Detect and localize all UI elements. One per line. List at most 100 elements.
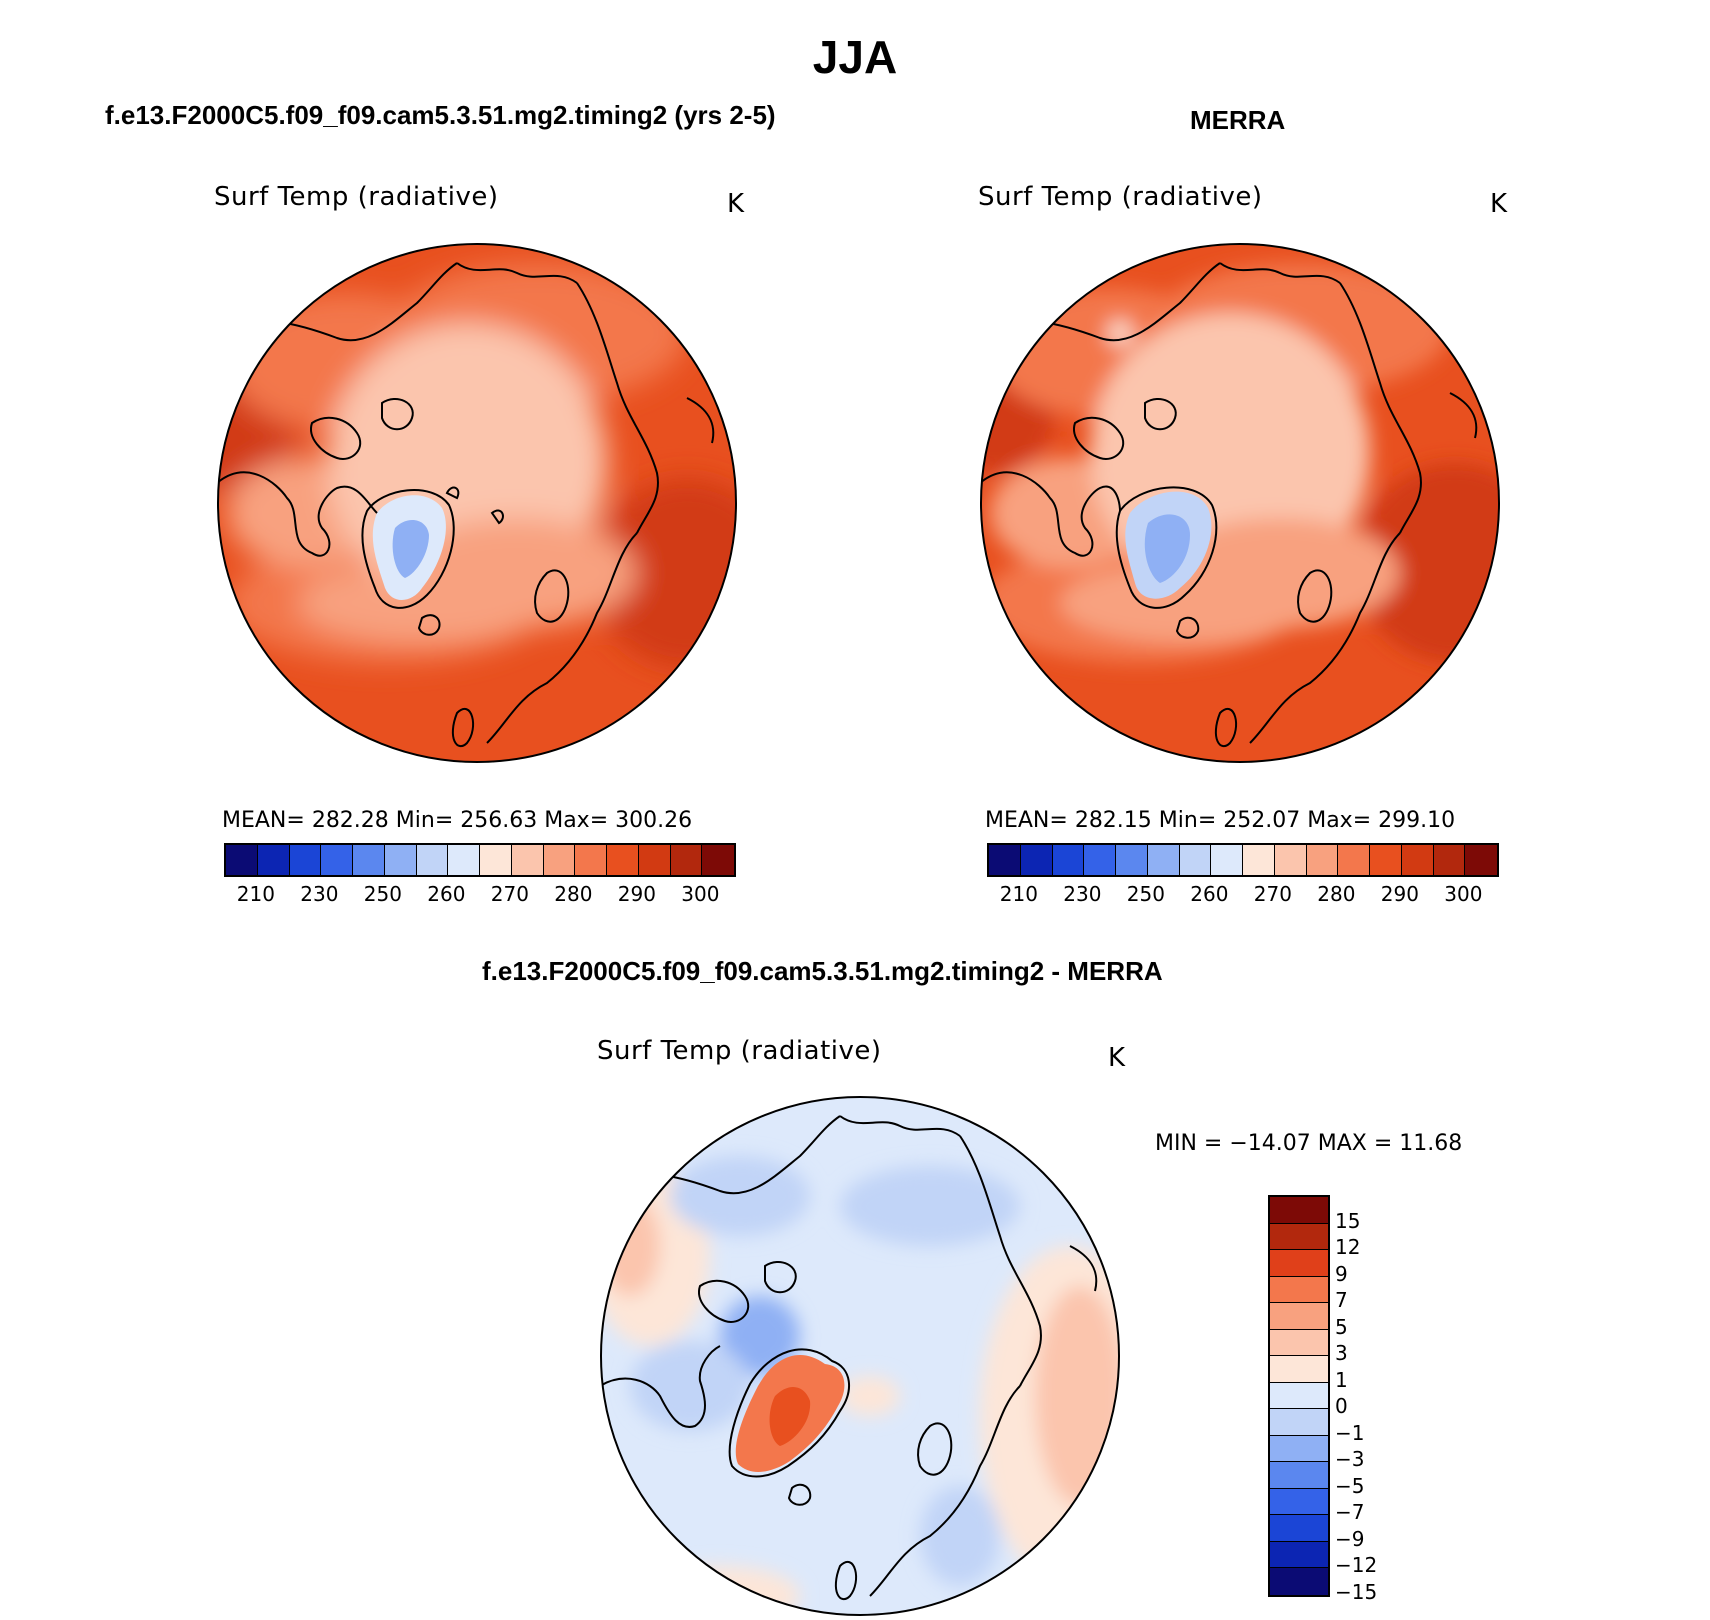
- colorbar-swatch: [1270, 1197, 1328, 1224]
- colorbar-swatch: [1270, 1409, 1328, 1436]
- colorbar-swatch: [1270, 1250, 1328, 1277]
- stats-obs: MEAN= 282.15 Min= 252.07 Max= 299.10: [985, 808, 1456, 833]
- colorbar-tick-label: 7: [1335, 1288, 1348, 1313]
- colorbar-swatch: [1433, 845, 1466, 875]
- colorbar-tick-label: 0: [1335, 1394, 1348, 1419]
- colorbar-tick-label: 280: [554, 882, 593, 906]
- colorbar-swatch: [1084, 845, 1116, 875]
- colorbar-ticks-model: 210 230 250 260 270 280 290 300: [224, 882, 736, 908]
- colorbar-swatch: [702, 845, 734, 875]
- colorbar-swatch: [670, 845, 703, 875]
- colorbar-swatch: [1147, 845, 1180, 875]
- colorbar-swatch: [226, 845, 258, 875]
- colorbar-tick-label: 250: [1126, 882, 1165, 906]
- figure-title: JJA: [812, 31, 898, 83]
- stats-diff: MIN = −14.07 MAX = 11.68: [1155, 1131, 1463, 1156]
- units-label-model: K: [727, 189, 745, 219]
- colorbar-tick-label: −15: [1335, 1580, 1378, 1604]
- colorbar-swatch: [353, 845, 385, 875]
- colorbar-tick-label: 270: [490, 882, 529, 906]
- colorbar-swatch: [480, 845, 512, 875]
- units-label-diff: K: [1108, 1043, 1126, 1073]
- colorbar-swatch: [289, 845, 322, 875]
- colorbar-swatch: [1270, 1223, 1328, 1251]
- panel-title-diff: f.e13.F2000C5.f09_f09.cam5.3.51.mg2.timi…: [482, 956, 1163, 986]
- variable-label-model: Surf Temp (radiative): [214, 182, 499, 212]
- colorbar-swatch: [638, 845, 671, 875]
- colorbar-swatch: [1401, 845, 1434, 875]
- polar-map-diff: [600, 1096, 1120, 1616]
- colorbar-tick-label: −7: [1335, 1500, 1365, 1525]
- colorbar-tick-label: 230: [1063, 882, 1102, 906]
- colorbar-tick-label: 12: [1335, 1235, 1361, 1260]
- colorbar-tick-label: −12: [1335, 1553, 1378, 1578]
- polar-map-model: [217, 243, 737, 763]
- colorbar-swatch: [1270, 1541, 1328, 1569]
- colorbar-swatch: [1270, 1356, 1328, 1383]
- colorbar-tick-label: −9: [1335, 1526, 1365, 1551]
- colorbar-swatch: [1020, 845, 1053, 875]
- colorbar-swatch: [1270, 1435, 1328, 1463]
- colorbar-swatch: [1116, 845, 1148, 875]
- colorbar-tick-label: 210: [236, 882, 275, 906]
- colorbar-tick-label: 300: [1444, 882, 1483, 906]
- colorbar-swatch: [1270, 1303, 1328, 1330]
- colorbar-swatch: [448, 845, 480, 875]
- colorbar-tick-label: 300: [681, 882, 720, 906]
- colorbar-ticks-diff: 15 12 9 7 5 3 1 0 −1 −3 −5 −7 −9 −12 −15: [1335, 1195, 1405, 1604]
- stats-model: MEAN= 282.28 Min= 256.63 Max= 300.26: [222, 808, 693, 833]
- panel-title-model: f.e13.F2000C5.f09_f09.cam5.3.51.mg2.timi…: [105, 100, 776, 130]
- colorbar-swatch: [1338, 845, 1370, 875]
- colorbar-tick-label: −5: [1335, 1473, 1365, 1498]
- colorbar-swatch: [989, 845, 1021, 875]
- colorbar-ticks-obs: 210 230 250 260 270 280 290 300: [987, 882, 1499, 908]
- colorbar-swatch: [1179, 845, 1212, 875]
- colorbar-tick-label: 260: [427, 882, 466, 906]
- panel-title-obs: MERRA: [1190, 105, 1286, 135]
- colorbar-tick-label: −1: [1335, 1420, 1365, 1445]
- colorbar-swatch: [416, 845, 449, 875]
- colorbar-model: [224, 843, 736, 877]
- colorbar-swatch: [1211, 845, 1243, 875]
- colorbar-tick-label: 210: [999, 882, 1038, 906]
- colorbar-tick-label: 5: [1335, 1314, 1348, 1339]
- colorbar-tick-label: 250: [363, 882, 402, 906]
- colorbar-swatch: [1270, 1329, 1328, 1357]
- colorbar-swatch: [1370, 845, 1402, 875]
- colorbar-swatch: [1465, 845, 1497, 875]
- colorbar-tick-label: 1: [1335, 1367, 1348, 1392]
- colorbar-tick-label: 260: [1190, 882, 1229, 906]
- colorbar-swatch: [1052, 845, 1085, 875]
- colorbar-diff: [1268, 1195, 1330, 1597]
- variable-label-diff: Surf Temp (radiative): [597, 1036, 882, 1066]
- colorbar-swatch: [575, 845, 607, 875]
- colorbar-tick-label: 290: [1380, 882, 1419, 906]
- colorbar-swatch: [1270, 1276, 1328, 1304]
- colorbar-tick-label: 3: [1335, 1341, 1348, 1366]
- colorbar-swatch: [1270, 1488, 1328, 1516]
- colorbar-tick-label: 230: [300, 882, 339, 906]
- colorbar-swatch: [1270, 1382, 1328, 1410]
- colorbar-swatch: [1270, 1568, 1328, 1595]
- colorbar-swatch: [321, 845, 353, 875]
- colorbar-obs: [987, 843, 1499, 877]
- units-label-obs: K: [1490, 189, 1508, 219]
- colorbar-tick-label: 9: [1335, 1261, 1348, 1286]
- colorbar-swatch: [384, 845, 417, 875]
- colorbar-tick-label: 15: [1335, 1208, 1361, 1233]
- colorbar-swatch: [1243, 845, 1275, 875]
- colorbar-tick-label: 280: [1317, 882, 1356, 906]
- colorbar-tick-label: 270: [1253, 882, 1292, 906]
- colorbar-swatch: [543, 845, 576, 875]
- variable-label-obs: Surf Temp (radiative): [978, 182, 1263, 212]
- colorbar-swatch: [257, 845, 290, 875]
- colorbar-swatch: [1270, 1515, 1328, 1542]
- colorbar-swatch: [1270, 1462, 1328, 1489]
- colorbar-tick-label: 290: [617, 882, 656, 906]
- colorbar-swatch: [511, 845, 544, 875]
- colorbar-tick-label: −3: [1335, 1447, 1365, 1472]
- polar-map-obs: [980, 243, 1500, 763]
- colorbar-swatch: [1306, 845, 1339, 875]
- colorbar-swatch: [1274, 845, 1307, 875]
- colorbar-swatch: [607, 845, 639, 875]
